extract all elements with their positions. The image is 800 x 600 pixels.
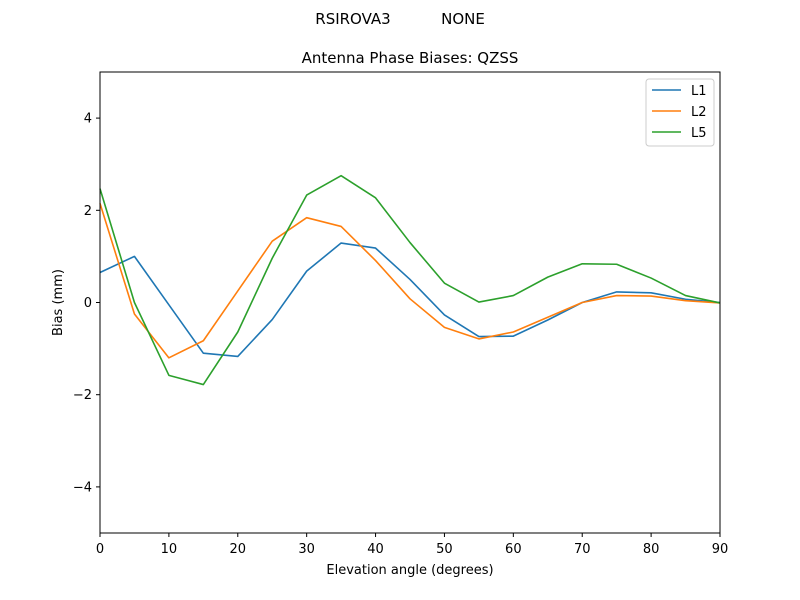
series-line-l2: [99, 203, 721, 359]
x-tick-label: 50: [436, 542, 453, 557]
x-tick-label: 10: [161, 542, 178, 557]
series-line-l5: [99, 174, 721, 386]
suptitle-radome: NONE: [441, 10, 485, 28]
x-tick-label: 40: [367, 542, 384, 557]
y-tick-label: 0: [84, 296, 92, 311]
y-axis-ticks: −4 −2 0 2 4: [73, 112, 100, 495]
suptitle-station: RSIROVA3: [315, 10, 390, 28]
y-tick-label: 4: [84, 112, 92, 127]
x-tick-label: 70: [574, 542, 591, 557]
plot-frame: [99, 71, 721, 534]
x-tick-label: 60: [505, 542, 522, 557]
x-axis-ticks: 0 10 20 30 40 50 60 70 80 90: [96, 533, 728, 557]
series-line-l1: [99, 242, 721, 358]
legend-label-l2: L2: [691, 105, 707, 120]
x-axis-label: Elevation angle (degrees): [326, 563, 493, 578]
x-tick-label: 90: [712, 542, 729, 557]
legend-label-l1: L1: [691, 84, 707, 99]
x-tick-label: 20: [230, 542, 247, 557]
series-layer: [99, 174, 721, 386]
legend: L1 L2 L5: [645, 78, 715, 147]
legend-box: [645, 78, 715, 147]
chart-title: Antenna Phase Biases: QZSS: [302, 49, 519, 67]
legend-label-l5: L5: [691, 126, 707, 141]
y-tick-label: −4: [73, 480, 92, 495]
x-tick-label: 0: [96, 542, 104, 557]
x-tick-label: 80: [643, 542, 660, 557]
y-tick-label: 2: [84, 204, 92, 219]
y-tick-label: −2: [73, 388, 92, 403]
x-tick-label: 30: [298, 542, 315, 557]
plot-area: [100, 72, 720, 533]
y-axis-label: Bias (mm): [51, 269, 66, 336]
